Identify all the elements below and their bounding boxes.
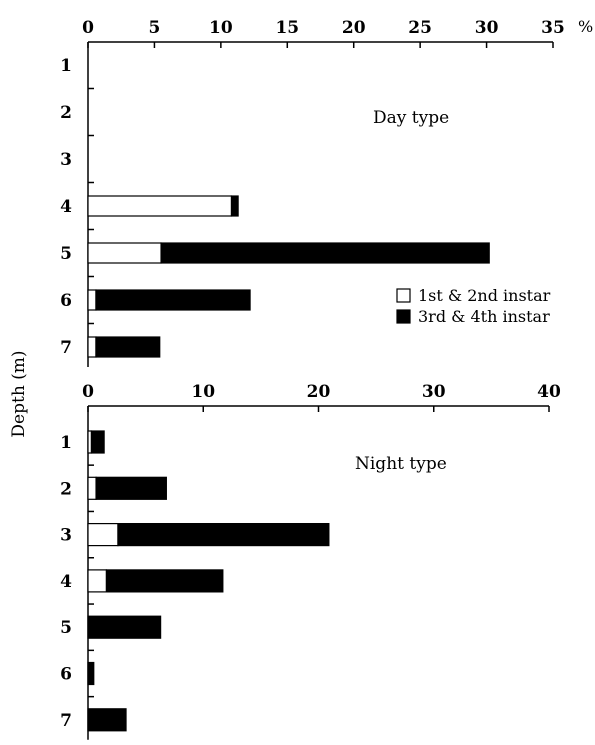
night-bar-late-instar — [87, 708, 127, 732]
day-bar-early-instar — [87, 336, 97, 358]
legend-label: 1st & 2nd instar — [418, 286, 551, 305]
day-depth-label: 6 — [60, 291, 72, 311]
night-depth-label: 5 — [60, 618, 72, 638]
night-bar-late-instar — [117, 522, 330, 547]
night-depth-label: 3 — [60, 526, 72, 546]
night-x-tick-label: 30 — [422, 382, 446, 402]
night-bar-late-instar — [90, 430, 105, 454]
night-x-tick-label: 10 — [191, 382, 215, 402]
day-bar-late-instar — [230, 195, 239, 217]
day-x-tick-label: 5 — [149, 18, 161, 38]
night-bar-early-instar — [87, 522, 119, 547]
day-x-tick-label: 0 — [82, 18, 94, 38]
day-panel-title: Day type — [373, 108, 449, 128]
day-depth-label: 5 — [60, 244, 72, 264]
day-x-tick-label: 10 — [209, 18, 233, 38]
day-bar-early-instar — [87, 242, 162, 264]
night-depth-label: 1 — [60, 433, 72, 453]
night-panel-title: Night type — [355, 454, 447, 474]
y-axis-label: Depth (m) — [9, 350, 29, 437]
day-x-tick-label: 15 — [275, 18, 299, 38]
night-depth-label: 6 — [60, 665, 72, 685]
day-x-tick-label: 30 — [475, 18, 499, 38]
day-depth-label: 2 — [60, 103, 72, 123]
night-bar-late-instar — [105, 569, 224, 593]
day-depth-label: 3 — [60, 150, 72, 170]
night-depth-label: 4 — [60, 572, 72, 592]
night-bar-early-instar — [87, 569, 108, 593]
day-bar-late-instar — [95, 336, 161, 358]
day-bar-early-instar — [87, 195, 233, 217]
legend-swatch — [396, 309, 411, 324]
legend-swatch — [396, 288, 411, 303]
day-x-tick-label: 25 — [408, 18, 432, 38]
x-unit-label: % — [578, 17, 593, 36]
day-x-tick-label: 35 — [541, 18, 565, 38]
night-bar-late-instar — [87, 661, 95, 686]
day-depth-label: 4 — [60, 197, 72, 217]
night-x-tick-label: 20 — [307, 382, 331, 402]
day-bar-late-instar — [160, 242, 490, 264]
night-depth-label: 7 — [60, 711, 72, 731]
night-bar-early-instar — [87, 476, 97, 500]
night-x-tick-label: 40 — [537, 382, 561, 402]
night-x-tick-label: 0 — [82, 382, 94, 402]
legend-label: 3rd & 4th instar — [418, 307, 550, 326]
night-bar-late-instar — [87, 615, 162, 639]
day-bar-early-instar — [87, 289, 97, 311]
day-bar-late-instar — [95, 289, 251, 311]
day-depth-label: 1 — [60, 56, 72, 76]
day-depth-label: 7 — [60, 338, 72, 358]
night-bar-late-instar — [95, 476, 167, 500]
night-depth-label: 2 — [60, 479, 72, 499]
day-x-tick-label: 20 — [342, 18, 366, 38]
